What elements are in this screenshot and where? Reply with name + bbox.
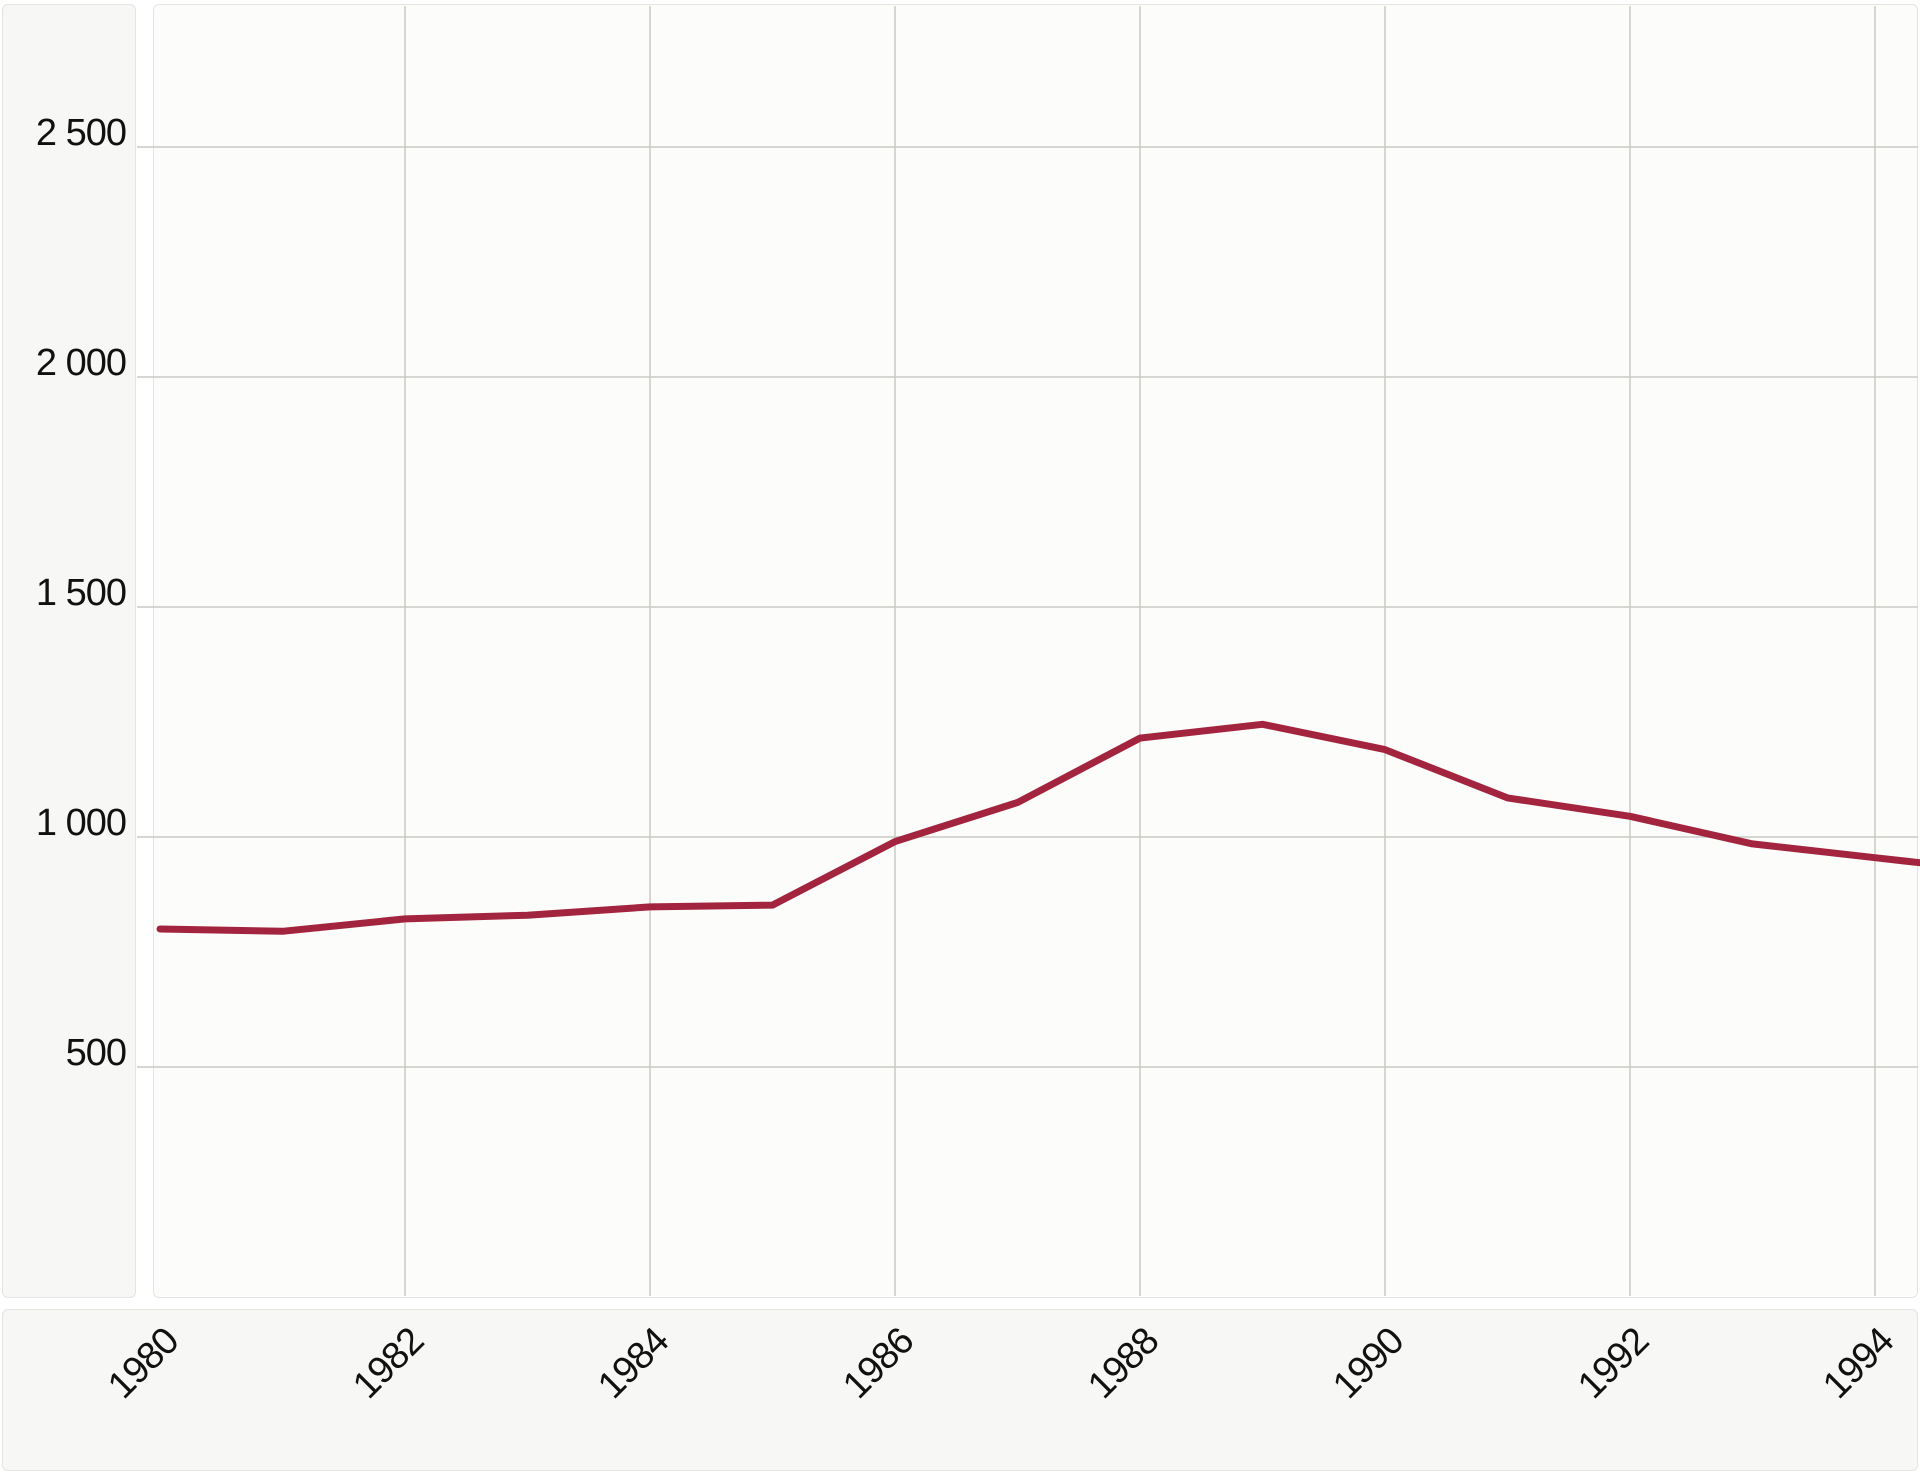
data-point xyxy=(1627,813,1633,819)
data-point xyxy=(892,839,898,845)
data-point xyxy=(1505,795,1511,801)
y-tick-label: 2 500 xyxy=(36,112,126,154)
y-axis-panel xyxy=(2,4,136,1298)
plot-area-panel xyxy=(153,4,1918,1298)
data-point xyxy=(1750,841,1756,847)
series-line xyxy=(156,720,1920,935)
data-point xyxy=(402,916,408,922)
x-axis-panel xyxy=(2,1309,1918,1471)
y-tick-label: 500 xyxy=(66,1032,126,1074)
data-point xyxy=(1872,855,1878,861)
data-point xyxy=(1260,721,1266,727)
x-tick-label: 1994 xyxy=(1815,1320,1902,1407)
data-point xyxy=(1137,735,1143,741)
data-point xyxy=(157,926,163,932)
y-tick-label: 1 000 xyxy=(36,802,126,844)
data-point xyxy=(525,912,531,918)
x-tick-label: 1986 xyxy=(835,1320,922,1407)
data-point xyxy=(647,904,653,910)
x-tick-label: 1980 xyxy=(100,1320,187,1407)
data-point xyxy=(1382,747,1388,753)
y-tick-label: 1 500 xyxy=(36,572,126,614)
y-tick-label: 2 000 xyxy=(36,342,126,384)
x-tick-label: 1982 xyxy=(345,1320,432,1407)
data-point xyxy=(1015,800,1021,806)
x-tick-label: 1992 xyxy=(1570,1320,1657,1407)
x-tick-label: 1984 xyxy=(590,1320,677,1407)
x-tick-label: 1988 xyxy=(1080,1320,1167,1407)
data-point xyxy=(280,928,286,934)
x-tick-label: 1990 xyxy=(1325,1320,1412,1407)
data-point xyxy=(770,902,776,908)
